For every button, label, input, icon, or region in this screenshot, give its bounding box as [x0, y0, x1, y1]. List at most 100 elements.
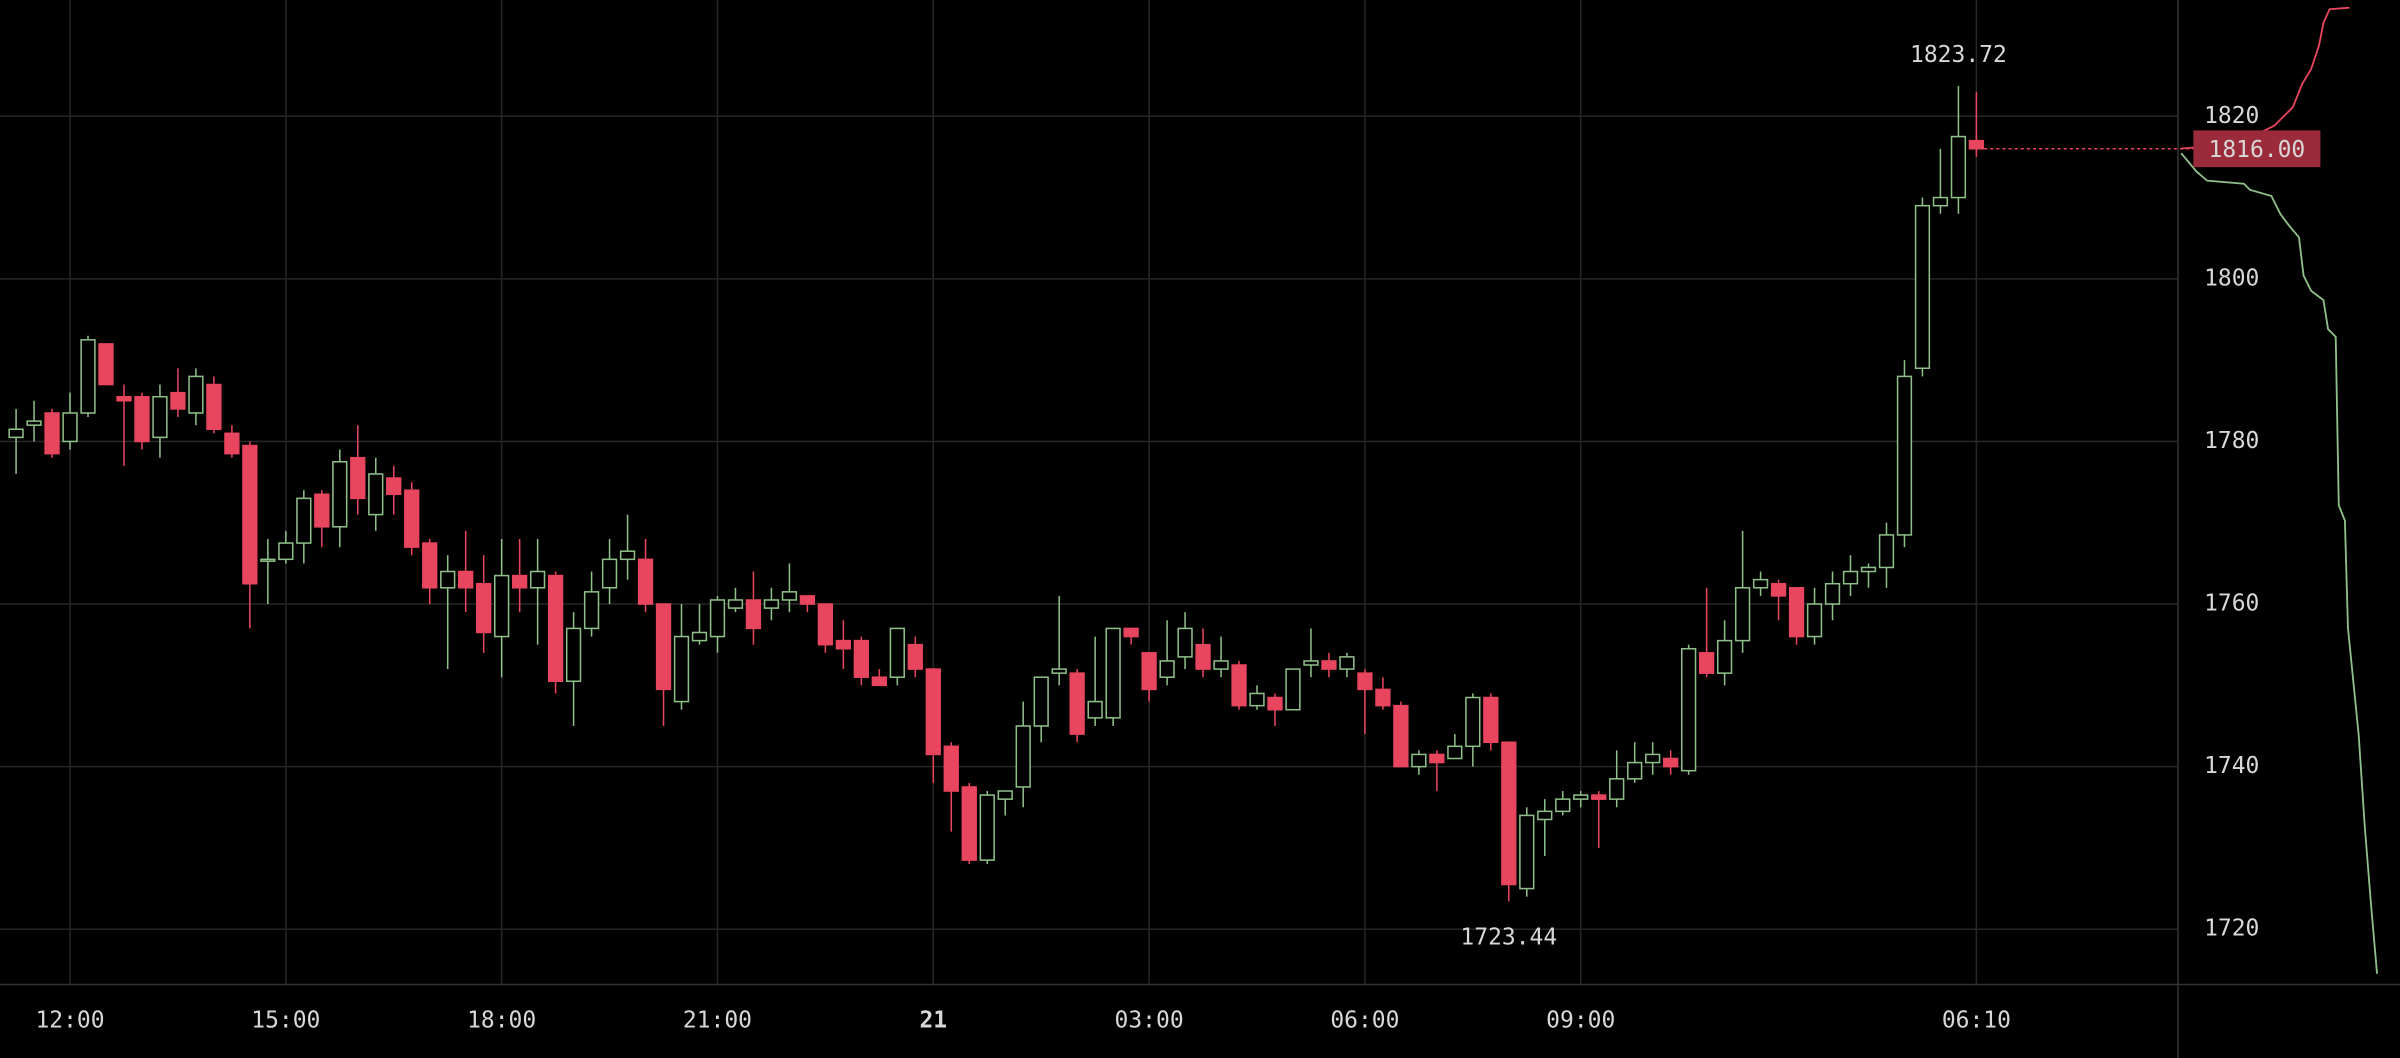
depth-bid: [2180, 152, 2378, 974]
candle-body: [1321, 660, 1337, 670]
candle-body: [1698, 652, 1715, 674]
candle-body: [601, 558, 618, 589]
candle-body: [781, 591, 798, 601]
candle-body: [1627, 761, 1643, 780]
candle-body: [1914, 204, 1931, 370]
candle-body: [925, 668, 941, 756]
candle-body: [997, 790, 1013, 800]
candle-body: [80, 339, 96, 414]
candle-body: [1591, 794, 1607, 800]
candle-body: [1447, 745, 1463, 760]
candle-body: [1968, 139, 1985, 150]
candle-body: [745, 599, 762, 630]
candle-body: [458, 570, 474, 589]
candle-body: [1483, 696, 1499, 744]
candle-body: [476, 582, 492, 634]
candle-body: [1896, 375, 1913, 536]
candle-body: [1519, 814, 1535, 890]
candle-body: [889, 627, 905, 678]
x-tick-label: 03:00: [1115, 1008, 1184, 1034]
low-label: 1723.44: [1460, 925, 1557, 951]
candle-body: [1357, 672, 1373, 691]
candle-body: [673, 635, 690, 703]
candle-body: [1069, 672, 1085, 735]
candle-body: [691, 631, 708, 642]
candle-body: [979, 794, 995, 861]
candle-body: [152, 395, 168, 439]
candle-body: [350, 456, 366, 500]
candle-body: [1842, 570, 1859, 585]
candle-body: [1267, 696, 1283, 711]
candle-body: [583, 591, 600, 630]
candle-body: [332, 461, 348, 528]
x-tick-label: 15:00: [251, 1008, 320, 1034]
x-tick-label: 18:00: [467, 1008, 536, 1034]
candle-body: [817, 603, 834, 646]
candle-body: [1177, 627, 1193, 658]
y-tick-label: 1780: [2204, 428, 2259, 454]
candle-body: [368, 473, 384, 516]
candle-body: [1339, 656, 1355, 670]
candle-body: [134, 395, 150, 443]
candle-body: [206, 383, 222, 431]
x-tick-label: 12:00: [35, 1008, 104, 1034]
candle-body: [422, 542, 438, 589]
candle-body: [1033, 676, 1049, 727]
candle-body: [547, 574, 564, 683]
y-tick-label: 1820: [2204, 103, 2259, 129]
candle-body: [1375, 688, 1391, 707]
candle-body: [494, 574, 510, 638]
candle-body: [1249, 692, 1265, 707]
candle-body: [1824, 582, 1841, 605]
candle-body: [296, 497, 312, 544]
candle-body: [1195, 643, 1211, 670]
candle-body: [1159, 660, 1175, 678]
high-label: 1823.72: [1910, 42, 2007, 68]
candle-body: [1231, 664, 1247, 707]
candle-body: [1123, 627, 1139, 638]
last-price-box: [2193, 130, 2321, 168]
candle-body: [1609, 778, 1625, 800]
candle-body: [637, 558, 654, 605]
x-tick-label: 09:00: [1546, 1008, 1615, 1034]
candle-body: [943, 745, 959, 792]
candle-body: [1015, 725, 1031, 788]
candle-body: [278, 542, 294, 561]
candle-body: [44, 412, 60, 455]
candle-body: [1860, 566, 1877, 573]
y-tick-label: 1740: [2204, 753, 2259, 779]
candle-body: [1501, 741, 1517, 886]
candle-body: [1950, 135, 1967, 199]
candle-body: [62, 412, 78, 443]
x-tick-label: 06:10: [1942, 1008, 2011, 1034]
candle-body: [1411, 753, 1427, 768]
candle-body: [242, 444, 258, 585]
candle-body: [619, 550, 636, 561]
candle-body: [1752, 578, 1769, 589]
candle-body: [1087, 700, 1103, 719]
candle-body: [170, 391, 186, 410]
y-tick-label: 1800: [2204, 265, 2259, 291]
candle-body: [511, 574, 528, 589]
candle-body: [1429, 753, 1445, 764]
candle-body: [1734, 587, 1751, 642]
candle-body: [1645, 753, 1661, 764]
candle-body: [26, 420, 42, 426]
candle-body: [871, 676, 887, 687]
candle-body: [224, 432, 240, 455]
candle-body: [853, 639, 870, 678]
candle-body: [655, 603, 672, 691]
candle-body: [1788, 587, 1805, 638]
x-tick-label: 21:00: [683, 1008, 752, 1034]
y-tick-label: 1720: [2204, 916, 2259, 942]
candle-body: [961, 786, 977, 861]
candle-body: [188, 375, 204, 414]
candle-body: [1393, 704, 1409, 768]
candle-body: [260, 558, 276, 562]
candle-body: [98, 343, 114, 386]
candle-body: [1573, 794, 1589, 800]
y-tick-label: 1760: [2204, 591, 2259, 617]
candle-body: [1555, 798, 1571, 813]
